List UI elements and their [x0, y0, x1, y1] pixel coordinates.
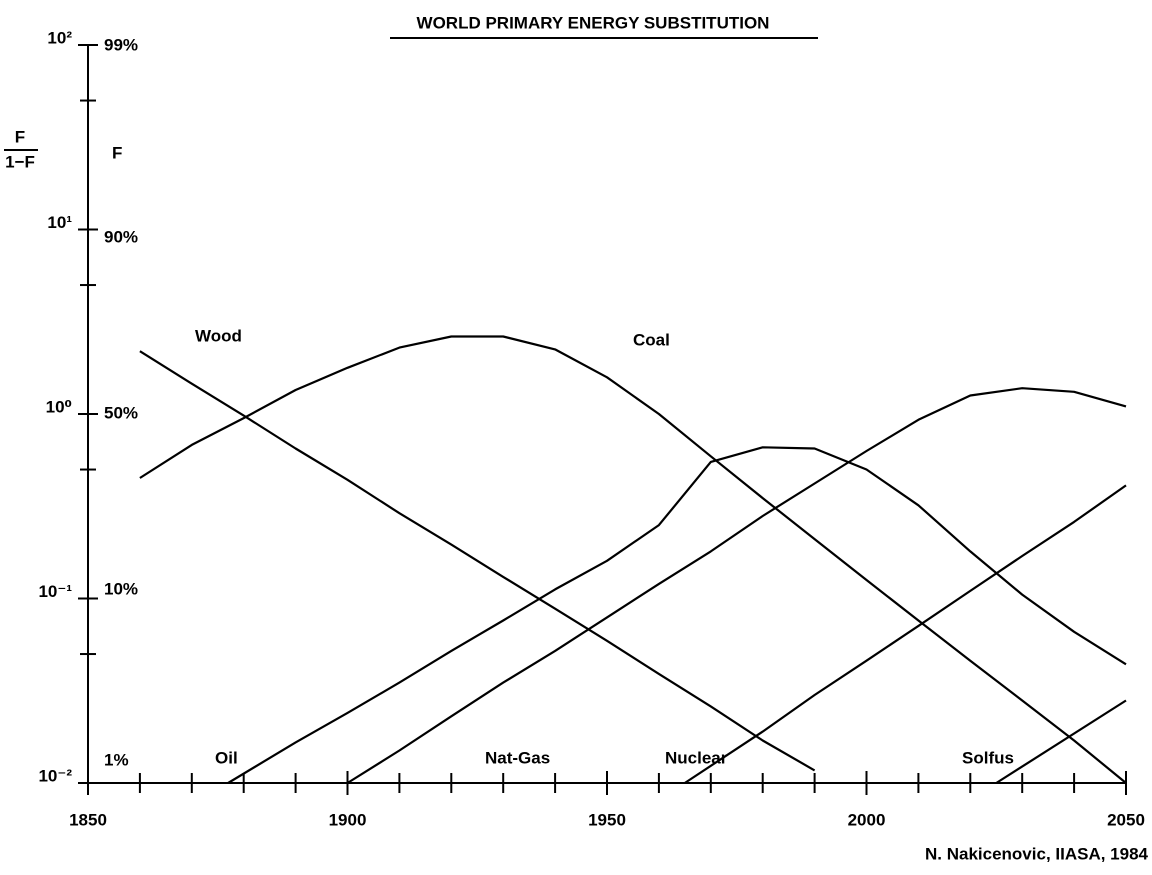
series-line — [139, 350, 816, 772]
y-label-numerator: F — [15, 127, 25, 146]
y2-tick-label: 50% — [104, 403, 138, 422]
credit: N. Nakicenovic, IIASA, 1984 — [925, 844, 1149, 863]
y-tick-label: 10² — [47, 28, 72, 47]
y2-tick-label: 1% — [104, 750, 129, 769]
series-label: Oil — [215, 748, 238, 767]
series-line — [684, 484, 1127, 784]
x-tick-label: 1900 — [329, 810, 367, 829]
x-tick-label: 2050 — [1107, 810, 1145, 829]
x-tick-label: 1950 — [588, 810, 626, 829]
series-line — [995, 699, 1127, 784]
y2-label: F — [112, 143, 122, 162]
series-label: Wood — [195, 326, 242, 345]
y2-tick-label: 99% — [104, 35, 138, 54]
y2-tick-label: 90% — [104, 227, 138, 246]
series-line — [227, 446, 1127, 784]
y-tick-label: 10¹ — [47, 213, 72, 232]
y-label-denominator: 1−F — [5, 152, 35, 171]
chart-title: WORLD PRIMARY ENERGY SUBSTITUTION — [417, 13, 770, 32]
x-tick-label: 1850 — [69, 810, 107, 829]
series-line — [139, 335, 1127, 784]
y-tick-label: 10⁻² — [38, 766, 72, 785]
y-tick-label: 10⁰ — [46, 397, 72, 416]
series-line — [346, 387, 1127, 784]
y-tick-label: 10⁻¹ — [38, 582, 72, 601]
series-label: Nat-Gas — [485, 748, 550, 767]
y2-tick-label: 10% — [104, 580, 138, 599]
x-tick-label: 2000 — [848, 810, 886, 829]
series-label: Coal — [633, 330, 670, 349]
series-label: Solfus — [962, 748, 1014, 767]
series-label: Nuclear — [665, 748, 728, 767]
